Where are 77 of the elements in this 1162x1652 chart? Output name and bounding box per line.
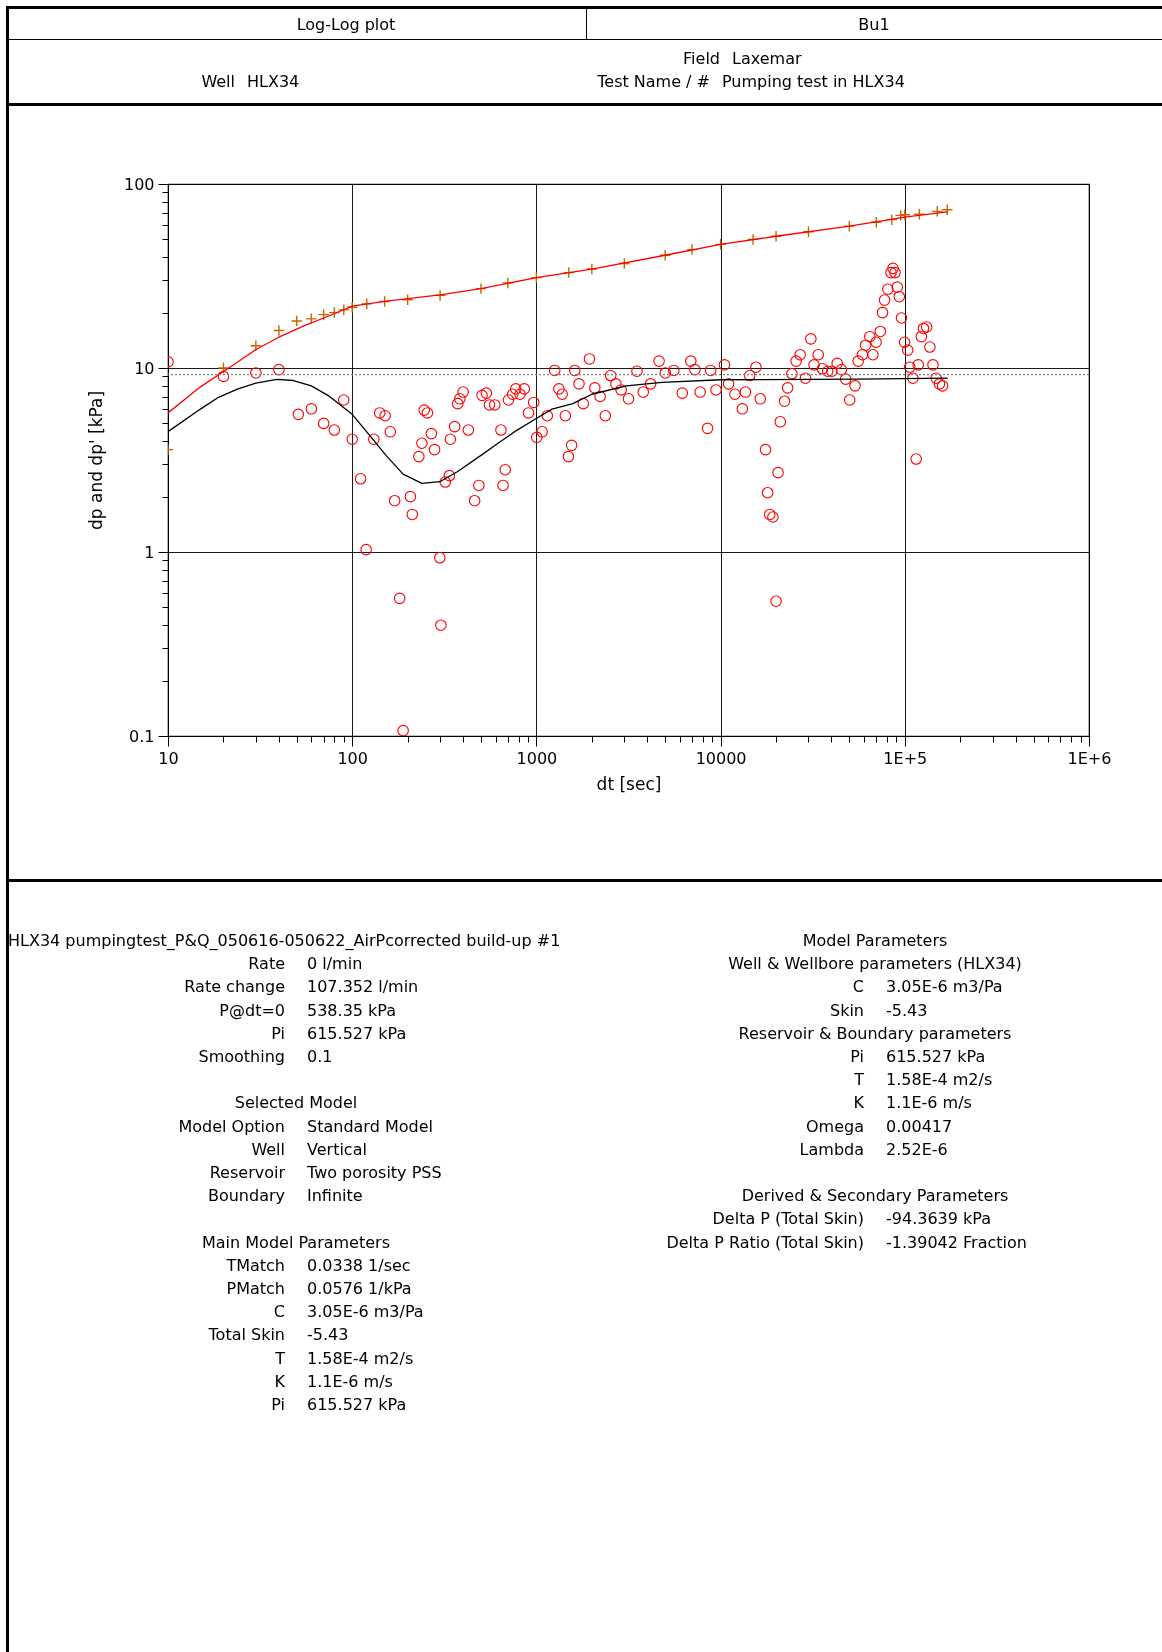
text: 0.00417 bbox=[886, 1115, 953, 1138]
text: 1.58E-4 m2/s bbox=[886, 1069, 993, 1092]
text: Pi bbox=[271, 1394, 285, 1416]
text: Two porosity PSS bbox=[307, 1162, 442, 1184]
text: 0.0576 1/kPa bbox=[307, 1278, 412, 1300]
text: Pumping test in HLX34 bbox=[722, 71, 905, 93]
text: Boundary bbox=[207, 1185, 285, 1208]
text: 3.05E-6 m3/Pa bbox=[307, 1301, 424, 1324]
text: Standard Model bbox=[307, 1115, 433, 1138]
text: 615.527 kPa bbox=[886, 1046, 986, 1068]
x-tick-label: 1000 bbox=[516, 748, 558, 768]
text: HLX34 pumpingtest_P&Q_050616-050622_AirPcorrected build-up #1 bbox=[8, 930, 561, 952]
x-tick-label: 1E+6 bbox=[1067, 748, 1112, 768]
text: 615.527 kPa bbox=[307, 1022, 407, 1045]
text: Rate bbox=[248, 953, 285, 976]
text: Total Skin bbox=[208, 1324, 285, 1347]
y-tick-label: 10 bbox=[134, 358, 155, 378]
text: 0.0338 1/sec bbox=[307, 1254, 411, 1277]
text: Reservoir bbox=[209, 1162, 285, 1184]
text: PMatch bbox=[226, 1278, 285, 1300]
text: Well bbox=[251, 1138, 285, 1161]
text: Smoothing bbox=[198, 1046, 285, 1068]
y-tick-label: 1 bbox=[144, 542, 155, 562]
text: Field bbox=[683, 48, 720, 70]
text: Selected Model bbox=[233, 1092, 359, 1115]
text: Model Parameters bbox=[801, 930, 949, 952]
text: Pi bbox=[271, 1022, 285, 1045]
text: P@dt=0 bbox=[219, 999, 285, 1022]
text: TMatch bbox=[226, 1254, 285, 1277]
text: -5.43 bbox=[886, 999, 928, 1022]
text: Test Name / # bbox=[597, 71, 710, 93]
text: Delta P Ratio (Total Skin) bbox=[666, 1231, 864, 1254]
text: T bbox=[275, 1347, 285, 1370]
text: 615.527 kPa bbox=[307, 1394, 407, 1416]
text: 3.05E-6 m3/Pa bbox=[886, 976, 1003, 999]
chart-title: Log-Log plot bbox=[295, 14, 397, 36]
text: 0.1 bbox=[307, 1046, 333, 1068]
text: Well & Wellbore parameters (HLX34) bbox=[727, 953, 1023, 976]
text: Bu1 bbox=[857, 14, 891, 36]
x-axis-title: dt [sec] bbox=[596, 773, 662, 794]
text: K bbox=[853, 1092, 864, 1115]
text: 2.52E-6 bbox=[886, 1138, 948, 1161]
y-axis-title: dp and dp' [kPa] bbox=[85, 390, 106, 531]
text: 1.1E-6 m/s bbox=[886, 1092, 972, 1115]
text: -5.43 bbox=[307, 1324, 349, 1347]
text: -94.3639 kPa bbox=[886, 1208, 992, 1231]
x-tick-label: 1E+5 bbox=[883, 748, 928, 768]
text: Rate change bbox=[184, 976, 285, 999]
x-tick-label: 10000 bbox=[695, 748, 747, 768]
text: 0 l/min bbox=[307, 953, 363, 976]
text: Skin bbox=[829, 999, 864, 1022]
text: Delta P (Total Skin) bbox=[712, 1208, 864, 1231]
text: -1.39042 Fraction bbox=[886, 1231, 1027, 1254]
text: Omega bbox=[806, 1115, 864, 1138]
x-tick-label: 10 bbox=[158, 748, 179, 768]
text: Model Option bbox=[178, 1115, 285, 1138]
text: Laxemar bbox=[732, 48, 802, 70]
text: 107.352 l/min bbox=[307, 976, 419, 999]
text: Lambda bbox=[799, 1138, 864, 1161]
text: Vertical bbox=[307, 1138, 367, 1161]
text: C bbox=[273, 1301, 285, 1324]
text: Derived & Secondary Parameters bbox=[740, 1185, 1010, 1208]
text: HLX34 bbox=[247, 71, 300, 93]
text: Pi bbox=[850, 1046, 864, 1068]
text: 538.35 kPa bbox=[307, 999, 397, 1022]
y-tick-label: 0.1 bbox=[129, 726, 155, 746]
text: C bbox=[852, 976, 864, 999]
text: 1.1E-6 m/s bbox=[307, 1370, 393, 1393]
text: Main Model Parameters bbox=[201, 1231, 391, 1254]
y-tick-label: 100 bbox=[123, 174, 155, 194]
x-tick-label: 100 bbox=[337, 748, 368, 768]
text: Well bbox=[201, 71, 235, 93]
text: Reservoir & Boundary parameters bbox=[737, 1022, 1013, 1045]
text: 1.58E-4 m2/s bbox=[307, 1347, 414, 1370]
text: K bbox=[274, 1370, 285, 1393]
text: Infinite bbox=[307, 1185, 363, 1208]
text: T bbox=[854, 1069, 864, 1092]
